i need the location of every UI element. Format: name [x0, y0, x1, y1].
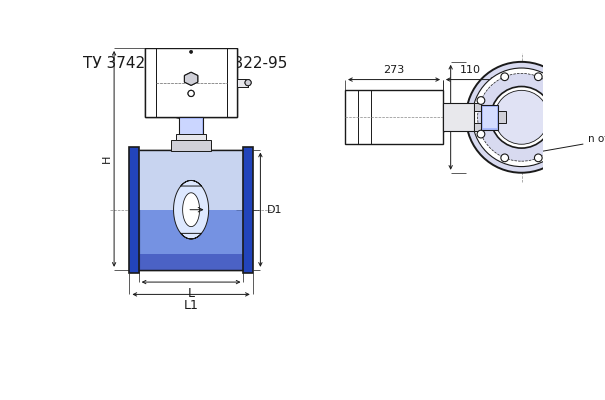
Circle shape	[491, 86, 552, 148]
Text: L1: L1	[184, 299, 198, 312]
Polygon shape	[345, 90, 443, 144]
Circle shape	[494, 90, 549, 144]
Circle shape	[473, 68, 571, 166]
Circle shape	[558, 130, 566, 138]
Circle shape	[189, 50, 192, 53]
Polygon shape	[145, 48, 237, 117]
Polygon shape	[474, 124, 482, 131]
Circle shape	[558, 97, 566, 104]
Text: 110: 110	[460, 65, 481, 75]
Polygon shape	[237, 79, 248, 86]
Circle shape	[245, 80, 251, 86]
Circle shape	[534, 73, 542, 81]
Polygon shape	[499, 111, 506, 124]
Circle shape	[534, 154, 542, 162]
Circle shape	[477, 130, 485, 138]
Polygon shape	[175, 134, 206, 140]
Polygon shape	[139, 210, 243, 270]
Polygon shape	[139, 254, 243, 270]
Circle shape	[501, 154, 509, 162]
Polygon shape	[139, 150, 243, 270]
Polygon shape	[171, 140, 211, 151]
Polygon shape	[145, 48, 237, 117]
Polygon shape	[178, 117, 203, 150]
Polygon shape	[180, 119, 202, 148]
Circle shape	[501, 73, 509, 81]
Text: Ø217: Ø217	[437, 102, 448, 132]
Text: D2: D2	[0, 399, 1, 400]
Circle shape	[477, 74, 566, 161]
Polygon shape	[129, 146, 139, 273]
Text: H: H	[102, 155, 111, 163]
Polygon shape	[483, 106, 497, 128]
Polygon shape	[139, 150, 243, 210]
Circle shape	[188, 90, 194, 96]
Polygon shape	[174, 180, 209, 239]
Polygon shape	[482, 105, 499, 130]
Circle shape	[477, 97, 485, 104]
Circle shape	[147, 39, 227, 119]
Polygon shape	[183, 193, 200, 227]
Circle shape	[245, 80, 251, 86]
Polygon shape	[474, 104, 482, 111]
Text: ТУ 3742-001-39003322-95: ТУ 3742-001-39003322-95	[83, 56, 287, 71]
Polygon shape	[185, 72, 198, 85]
Polygon shape	[243, 146, 253, 273]
Polygon shape	[443, 104, 474, 131]
Text: L: L	[188, 287, 195, 300]
Circle shape	[466, 62, 577, 173]
Text: D1: D1	[267, 205, 282, 215]
Text: 273: 273	[384, 65, 405, 75]
Polygon shape	[237, 79, 248, 86]
Text: n отв. d: n отв. d	[509, 134, 605, 158]
Polygon shape	[185, 72, 198, 85]
Circle shape	[188, 90, 194, 96]
